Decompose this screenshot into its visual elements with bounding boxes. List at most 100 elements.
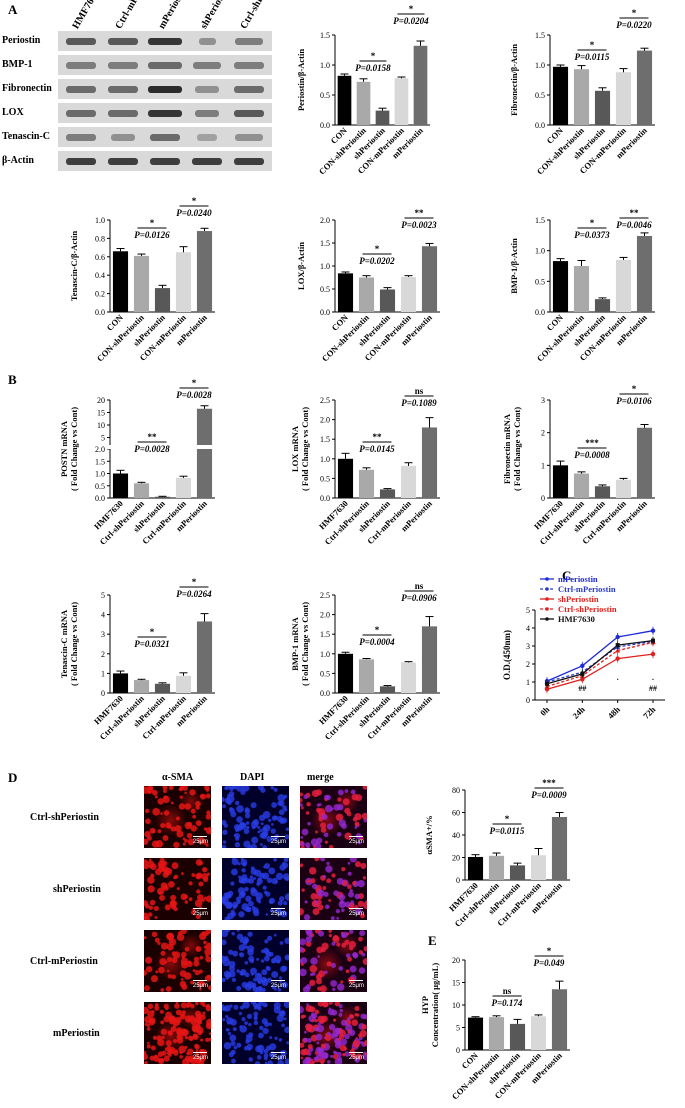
micrograph-dapi: 25μm bbox=[222, 858, 289, 920]
wb-band bbox=[148, 62, 182, 69]
scale-bar bbox=[271, 836, 285, 837]
bar bbox=[337, 653, 354, 693]
data-point bbox=[615, 648, 621, 653]
bar bbox=[358, 469, 375, 498]
scale-bar bbox=[193, 836, 207, 837]
bar bbox=[400, 277, 417, 312]
bar bbox=[133, 680, 150, 693]
chart-periostin-wb: 0.00.51.01.5Periostin/β-ActinCONCON-shPe… bbox=[296, 4, 430, 176]
y-tick-label: 0.5 bbox=[320, 91, 330, 100]
y-tick-label: 1.0 bbox=[535, 61, 545, 70]
significance-stars: ** bbox=[373, 432, 383, 442]
wb-row-label: β-Actin bbox=[2, 155, 34, 166]
y-tick-label: 0.0 bbox=[320, 121, 330, 130]
y-tick-label: 0.0 bbox=[95, 308, 105, 317]
bar bbox=[356, 81, 371, 125]
legend-marker bbox=[545, 617, 549, 621]
legend-label: Ctrl-mPeriostin bbox=[558, 584, 616, 594]
x-tick-label: 0h bbox=[538, 704, 552, 718]
bar bbox=[379, 489, 396, 498]
y-tick-label: 2.0 bbox=[95, 445, 105, 454]
micro-col-header: α-SMA bbox=[162, 772, 194, 783]
y-tick-label: 1.0 bbox=[535, 247, 545, 256]
data-point bbox=[545, 681, 549, 686]
chart-fibronectin-wb: 0.00.51.01.5Fibronectin/β-ActinCONCON-sh… bbox=[509, 8, 655, 176]
significance-mark: ## bbox=[578, 684, 586, 693]
significance-mark: · bbox=[616, 675, 619, 684]
legend-label: Ctrl-shPeriostin bbox=[558, 604, 617, 614]
bar bbox=[530, 1016, 547, 1050]
scale-label: 25μm bbox=[270, 1055, 286, 1061]
legend-label: shPeriostin bbox=[558, 594, 599, 604]
y-axis-label: LOX/β-Actin bbox=[296, 242, 306, 290]
p-value: P=0.0204 bbox=[393, 16, 429, 26]
significance-mark: ## bbox=[649, 684, 657, 693]
data-point bbox=[615, 634, 620, 640]
y-tick-label: 2.0 bbox=[320, 611, 330, 620]
x-tick-label: 72h bbox=[641, 704, 658, 721]
wb-band bbox=[107, 62, 139, 69]
p-value: P=0.0264 bbox=[176, 589, 212, 599]
legend-marker bbox=[545, 577, 549, 581]
micrograph-merge: 25μm bbox=[300, 930, 367, 992]
y-axis-label: HYP bbox=[420, 996, 430, 1014]
scale-bar bbox=[349, 836, 363, 837]
x-tick-label: 24h bbox=[570, 704, 587, 721]
significance-stars: ** bbox=[415, 208, 425, 218]
wb-row-label: LOX bbox=[2, 107, 24, 118]
y-tick-label: 0.4 bbox=[95, 271, 105, 280]
y-tick-label: 0.0 bbox=[95, 494, 105, 503]
bar bbox=[636, 427, 653, 498]
scale-label: 25μm bbox=[348, 839, 364, 845]
scale-label: 25μm bbox=[192, 839, 208, 845]
y-axis-label: BMP-1/β-Actin bbox=[509, 238, 519, 294]
micro-row-header: shPeriostin bbox=[53, 884, 101, 895]
chart-fibronectin-mrna: 0 1 2 3 Fibronectin mRNA( Fold Change vs Con… bbox=[502, 384, 655, 547]
y-tick-label: 2 bbox=[101, 650, 105, 659]
p-value: P=0.0004 bbox=[359, 637, 395, 647]
y-tick-label: 0.0 bbox=[535, 308, 545, 317]
series-line bbox=[546, 640, 654, 683]
data-point bbox=[615, 643, 620, 648]
bar bbox=[400, 662, 417, 693]
wb-lane-label: HMF7630 bbox=[70, 0, 102, 32]
bar bbox=[552, 465, 569, 498]
y-tick-label: 1.0 bbox=[95, 470, 105, 479]
wb-band bbox=[107, 38, 139, 45]
wb-band bbox=[235, 134, 263, 141]
scale-label: 25μm bbox=[270, 839, 286, 845]
p-value: P=0.0023 bbox=[401, 220, 437, 230]
significance-mark: · bbox=[652, 675, 655, 684]
scale-label: 25μm bbox=[348, 983, 364, 989]
bar bbox=[615, 72, 632, 125]
micro-row-header: mPeriostin bbox=[53, 1028, 100, 1039]
bar bbox=[421, 246, 438, 312]
y-tick-label: 1.0 bbox=[320, 455, 330, 464]
scale-label: 25μm bbox=[192, 983, 208, 989]
legend-label: HMF7630 bbox=[558, 614, 595, 624]
bar bbox=[421, 626, 438, 693]
panel-label-c: C bbox=[562, 568, 572, 583]
significance-stars: * bbox=[375, 625, 380, 635]
micrograph-asma: 25μm bbox=[144, 930, 211, 992]
scale-label: 25μm bbox=[270, 911, 286, 917]
y-tick-label: 1.0 bbox=[320, 650, 330, 659]
p-value: P=0.0028 bbox=[134, 444, 170, 454]
p-value: P=0.174 bbox=[492, 998, 523, 1008]
wb-band bbox=[148, 110, 182, 117]
bar bbox=[400, 465, 417, 498]
bar bbox=[551, 989, 568, 1050]
y-tick-label: 2 bbox=[526, 660, 530, 669]
y-tick-label: 0 bbox=[101, 689, 105, 698]
y-tick-label: 0.5 bbox=[535, 277, 545, 286]
wb-band bbox=[65, 86, 97, 93]
p-value: P=0.0906 bbox=[401, 593, 437, 603]
y-tick-label: 0.5 bbox=[535, 91, 545, 100]
y-axis-label: Periostin/β-Actin bbox=[296, 49, 306, 111]
y-tick-label: 5 bbox=[456, 1024, 460, 1033]
bar bbox=[154, 496, 171, 498]
p-value: P=0.0240 bbox=[176, 208, 212, 218]
p-value: P=0.0145 bbox=[359, 444, 395, 454]
scale-label: 25μm bbox=[270, 983, 286, 989]
